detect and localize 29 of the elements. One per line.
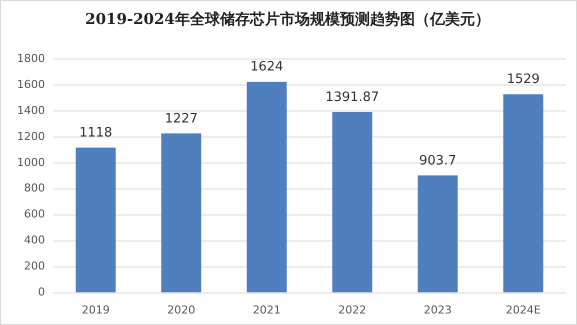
x-tick-label: 2024E <box>506 303 541 316</box>
data-label: 1624 <box>250 60 284 75</box>
x-tick-label: 2022 <box>338 303 366 316</box>
bar <box>503 94 544 292</box>
bar <box>332 112 372 292</box>
y-tick-label: 1800 <box>16 52 45 65</box>
data-label: 1118 <box>79 125 112 140</box>
y-tick-label: 200 <box>24 260 45 273</box>
data-label: 1227 <box>164 111 198 126</box>
y-tick-label: 800 <box>24 182 45 195</box>
bar <box>76 148 116 292</box>
data-label: 1391.87 <box>325 90 380 105</box>
y-tick-label: 1200 <box>16 130 45 143</box>
x-tick-label: 2021 <box>252 303 281 316</box>
bar <box>246 82 287 292</box>
y-tick-label: 400 <box>24 234 45 247</box>
bar <box>418 175 458 292</box>
x-tick-label: 2019 <box>82 303 110 316</box>
y-tick-label: 0 <box>38 286 45 299</box>
x-tick-label: 2023 <box>424 303 452 316</box>
y-tick-label: 1600 <box>16 78 45 91</box>
y-tick-label: 1000 <box>16 156 45 169</box>
x-tick-label: 2020 <box>167 303 196 316</box>
data-label: 903.7 <box>419 153 456 168</box>
chart-title: 2019-2024年全球储存芯片市场规模预测趋势图（亿美元） <box>85 10 490 28</box>
bar <box>161 133 202 292</box>
data-label: 1529 <box>506 72 540 88</box>
y-tick-label: 600 <box>24 208 45 221</box>
y-tick-label: 1400 <box>16 104 45 117</box>
